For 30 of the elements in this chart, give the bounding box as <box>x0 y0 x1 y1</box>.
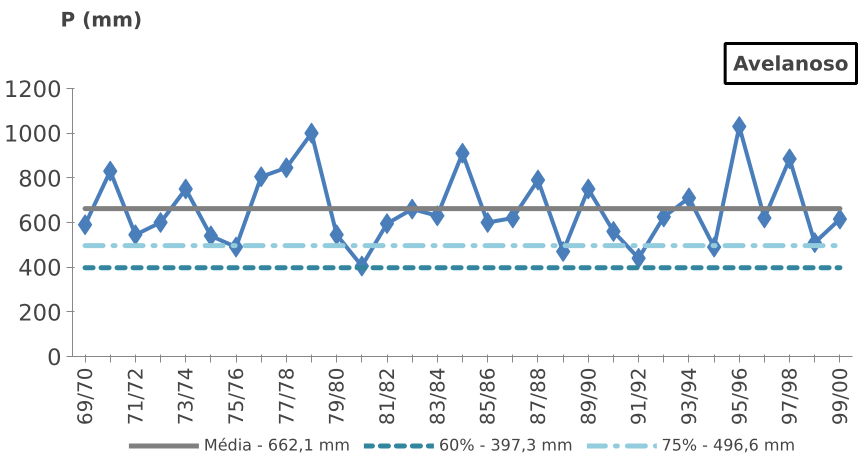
x-tick-label: 83/84 <box>425 367 450 426</box>
y-tick-label: 1200 <box>4 77 62 103</box>
legend-label: Média - 662,1 mm <box>204 436 350 454</box>
x-tick-label: 99/00 <box>828 367 852 426</box>
y-tick-label: 1000 <box>4 122 62 148</box>
y-tick-label: 0 <box>47 345 62 371</box>
legend-label: 75% - 496,6 mm <box>662 436 796 454</box>
y-tick-label: 800 <box>18 166 62 192</box>
x-tick-label: 69/70 <box>73 367 98 426</box>
x-tick-label: 97/98 <box>778 367 802 426</box>
x-tick-label: 89/90 <box>576 367 600 426</box>
x-tick-label: 87/88 <box>526 367 550 426</box>
point <box>480 212 495 233</box>
y-tick-label: 200 <box>18 300 62 326</box>
x-tick-label: 73/74 <box>174 367 198 426</box>
point <box>153 212 168 233</box>
x-tick-label: 91/92 <box>626 367 651 426</box>
x-tick-label: 81/82 <box>375 367 400 426</box>
x-tick-label: 77/78 <box>274 367 298 426</box>
y-axis-title: P (mm) <box>60 8 142 32</box>
y-tick-label: 600 <box>18 211 62 237</box>
chart-title: Avelanoso <box>733 52 848 76</box>
x-tick-label: 93/94 <box>676 367 701 426</box>
y-tick-label: 400 <box>18 256 62 282</box>
x-tick-label: 75/76 <box>224 367 248 426</box>
x-tick-label: 95/96 <box>727 367 752 426</box>
x-tick-label: 85/86 <box>476 367 500 426</box>
legend-label: 60% - 397,3 mm <box>438 436 573 454</box>
x-tick-label: 71/72 <box>123 367 148 426</box>
x-tick-label: 79/80 <box>324 367 349 426</box>
